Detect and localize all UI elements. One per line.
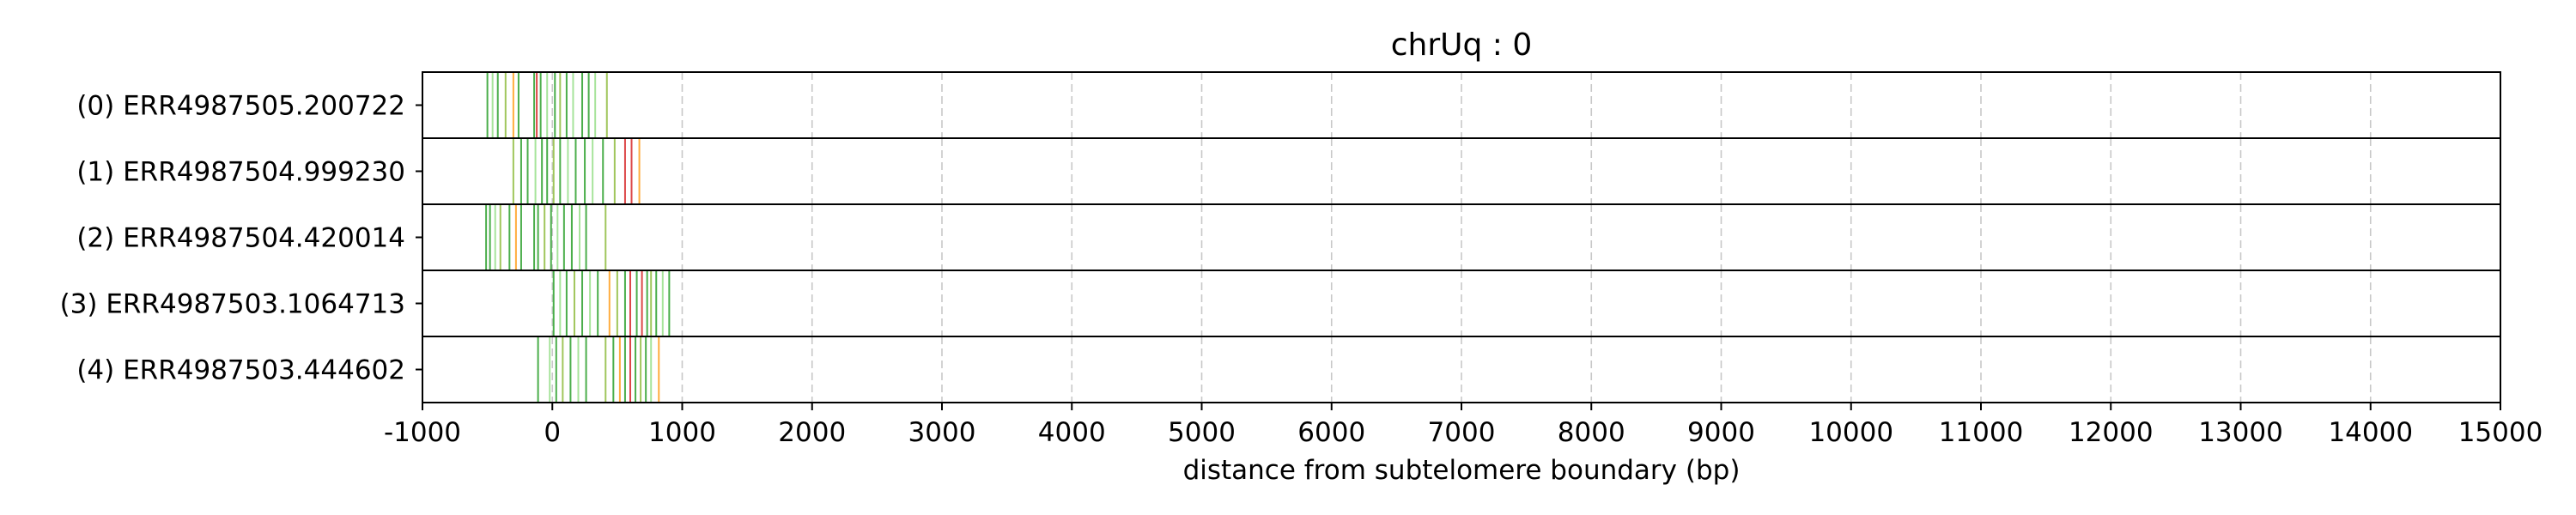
read-label: (2) ERR4987504.420014 [76,223,405,254]
x-tick-label: 14000 [2328,417,2413,448]
read-label: (0) ERR4987505.200722 [76,91,405,122]
read-feature-ticks [485,73,671,402]
x-tick-label: 7000 [1428,417,1496,448]
x-axis: -1000 0 1000 2000 3000 4000 5000 6000 7000 8000 90… [384,403,2543,448]
x-tick-label: 15000 [2458,417,2543,448]
x-tick-label: 6000 [1297,417,1365,448]
x-tick-label: 1000 [648,417,716,448]
x-tick-label: 2000 [778,417,846,448]
read-panel-frame [422,203,2501,271]
x-tick-label: 11000 [1939,417,2024,448]
read-label: (4) ERR4987503.444602 [76,355,405,386]
x-tick-label: 8000 [1558,417,1625,448]
x-tick-label: 0 [544,417,561,448]
read-labels: (0) ERR4987505.200722 (1) ERR4987504.9992… [60,91,422,386]
x-tick-label: 9000 [1687,417,1755,448]
chart-title: chrUq : 0 [1391,27,1533,63]
x-tick-label: 5000 [1168,417,1236,448]
read-panel-frame [422,336,2501,403]
read-panel-frame [422,71,2501,139]
read-label: (3) ERR4987503.1064713 [60,289,405,320]
x-tick-label: 3000 [908,417,976,448]
read-panel-frame [422,137,2501,205]
x-tick-label: 12000 [2069,417,2154,448]
read-label: (1) ERR4987504.999230 [76,157,405,188]
x-tick-label: 4000 [1038,417,1106,448]
x-tick-label: -1000 [384,417,461,448]
x-gridlines [551,72,2372,403]
x-tick-label: 10000 [1808,417,1893,448]
read-panel-frame [422,270,2501,337]
x-tick-label: 13000 [2198,417,2283,448]
x-axis-label: distance from subtelomere boundary (bp) [1183,455,1741,486]
